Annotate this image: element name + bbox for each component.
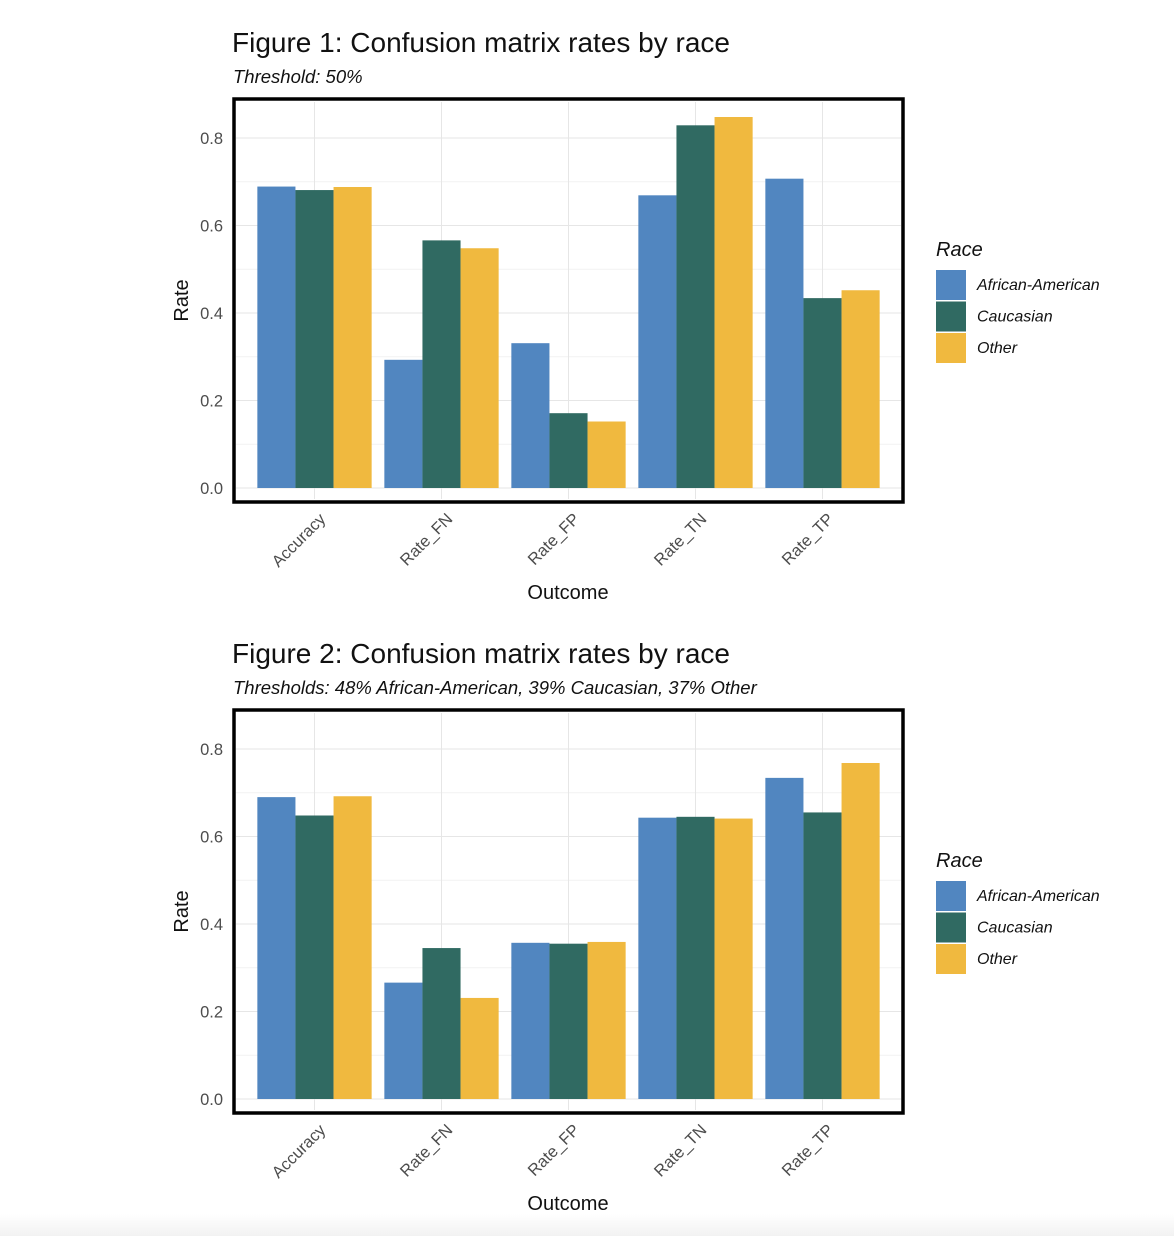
bar-Rate_FP-African-American bbox=[511, 942, 550, 1099]
chart-title: Figure 2: Confusion matrix rates by race bbox=[232, 638, 730, 669]
plot-border bbox=[232, 97, 905, 504]
chart-subtitle: Threshold: 50% bbox=[233, 66, 363, 87]
bar-Accuracy-Caucasian bbox=[295, 190, 334, 488]
y-tick-label: 0.2 bbox=[200, 393, 223, 411]
x-tick-label: Rate_TN bbox=[651, 510, 710, 569]
bar-Accuracy-Caucasian bbox=[295, 815, 334, 1099]
legend-key bbox=[936, 333, 966, 363]
bar-Rate_FP-Other bbox=[587, 421, 626, 488]
legend-key bbox=[936, 944, 966, 974]
chart-title: Figure 1: Confusion matrix rates by race bbox=[232, 27, 730, 58]
bar-Rate_TP-African-American bbox=[765, 777, 804, 1099]
legend: Race African-American Caucasian Other bbox=[936, 850, 1100, 974]
y-axis-label: Rate bbox=[171, 279, 193, 321]
bar-Rate_FP-Caucasian bbox=[549, 413, 588, 488]
x-tick-label: Rate_FP bbox=[525, 1121, 584, 1180]
legend-key bbox=[936, 912, 966, 943]
plot-border bbox=[232, 708, 905, 1115]
bar-Rate_TN-Caucasian bbox=[676, 816, 715, 1099]
legend-label: Other bbox=[977, 951, 1018, 968]
bar-Rate_TN-Other bbox=[714, 117, 753, 488]
bar-Rate_FN-African-American bbox=[384, 359, 423, 488]
bar-Rate_FP-Other bbox=[587, 941, 626, 1099]
bar-Accuracy-African-American bbox=[257, 186, 296, 488]
legend-key bbox=[936, 301, 966, 332]
x-tick-label: Rate_FN bbox=[397, 510, 456, 569]
legend-label: Caucasian bbox=[977, 920, 1053, 937]
bar-Rate_FN-Other bbox=[460, 997, 499, 1099]
chart-1: Figure 1: Confusion matrix rates by race… bbox=[171, 27, 1100, 604]
chart-2: Figure 2: Confusion matrix rates by race… bbox=[171, 638, 1100, 1215]
bar-Accuracy-Other bbox=[333, 796, 372, 1099]
bar-Accuracy-African-American bbox=[257, 797, 296, 1099]
bar-Accuracy-Other bbox=[333, 187, 372, 488]
x-tick-label: Rate_FN bbox=[397, 1121, 456, 1180]
x-tick-label: Rate_TP bbox=[779, 510, 838, 569]
y-tick-label: 0.6 bbox=[200, 829, 223, 847]
bar-Rate_TP-Other bbox=[841, 290, 880, 488]
legend-key bbox=[936, 270, 966, 300]
bar-Rate_FP-Caucasian bbox=[549, 943, 588, 1099]
legend-label: African-American bbox=[976, 277, 1100, 294]
x-tick-label: Accuracy bbox=[269, 1121, 330, 1182]
y-tick-label: 0.4 bbox=[200, 305, 223, 323]
y-tick-label: 0.6 bbox=[200, 218, 223, 236]
legend: Race African-American Caucasian Other bbox=[936, 239, 1100, 363]
bar-Rate_TN-Other bbox=[714, 818, 753, 1099]
y-tick-label: 0.0 bbox=[200, 480, 223, 498]
x-axis-label: Outcome bbox=[527, 582, 608, 604]
y-tick-label: 0.4 bbox=[200, 916, 223, 934]
bottom-edge bbox=[0, 1214, 1174, 1236]
bar-Rate_TP-Caucasian bbox=[803, 812, 842, 1099]
legend-title: Race bbox=[936, 850, 983, 872]
x-tick-label: Rate_TP bbox=[779, 1121, 838, 1180]
x-axis-label: Outcome bbox=[527, 1193, 608, 1215]
bar-Rate_TN-Caucasian bbox=[676, 125, 715, 488]
x-tick-label: Accuracy bbox=[269, 510, 330, 571]
bar-Rate_TP-Caucasian bbox=[803, 298, 842, 488]
y-tick-label: 0.2 bbox=[200, 1004, 223, 1022]
legend-label: Caucasian bbox=[977, 309, 1053, 326]
x-tick-label: Rate_FP bbox=[525, 510, 584, 569]
y-tick-label: 0.8 bbox=[200, 741, 223, 759]
y-tick-label: 0.0 bbox=[200, 1091, 223, 1109]
legend-label: Other bbox=[977, 340, 1018, 357]
bars bbox=[257, 117, 880, 488]
bars bbox=[257, 763, 880, 1099]
bar-Rate_TP-Other bbox=[841, 763, 880, 1099]
legend-label: African-American bbox=[976, 888, 1100, 905]
legend-key bbox=[936, 881, 966, 911]
bar-Rate_FN-Other bbox=[460, 248, 499, 488]
bar-Rate_TN-African-American bbox=[638, 195, 677, 488]
bar-Rate_FP-African-American bbox=[511, 343, 550, 488]
bar-Rate_FN-Caucasian bbox=[422, 240, 461, 488]
legend-title: Race bbox=[936, 239, 983, 261]
bar-Rate_FN-African-American bbox=[384, 982, 423, 1099]
x-tick-label: Rate_TN bbox=[651, 1121, 710, 1180]
bar-Rate_FN-Caucasian bbox=[422, 948, 461, 1099]
y-axis-label: Rate bbox=[171, 890, 193, 932]
y-tick-label: 0.8 bbox=[200, 130, 223, 148]
bar-Rate_TP-African-American bbox=[765, 178, 804, 488]
bar-Rate_TN-African-American bbox=[638, 817, 677, 1099]
chart-subtitle: Thresholds: 48% African-American, 39% Ca… bbox=[233, 677, 758, 698]
